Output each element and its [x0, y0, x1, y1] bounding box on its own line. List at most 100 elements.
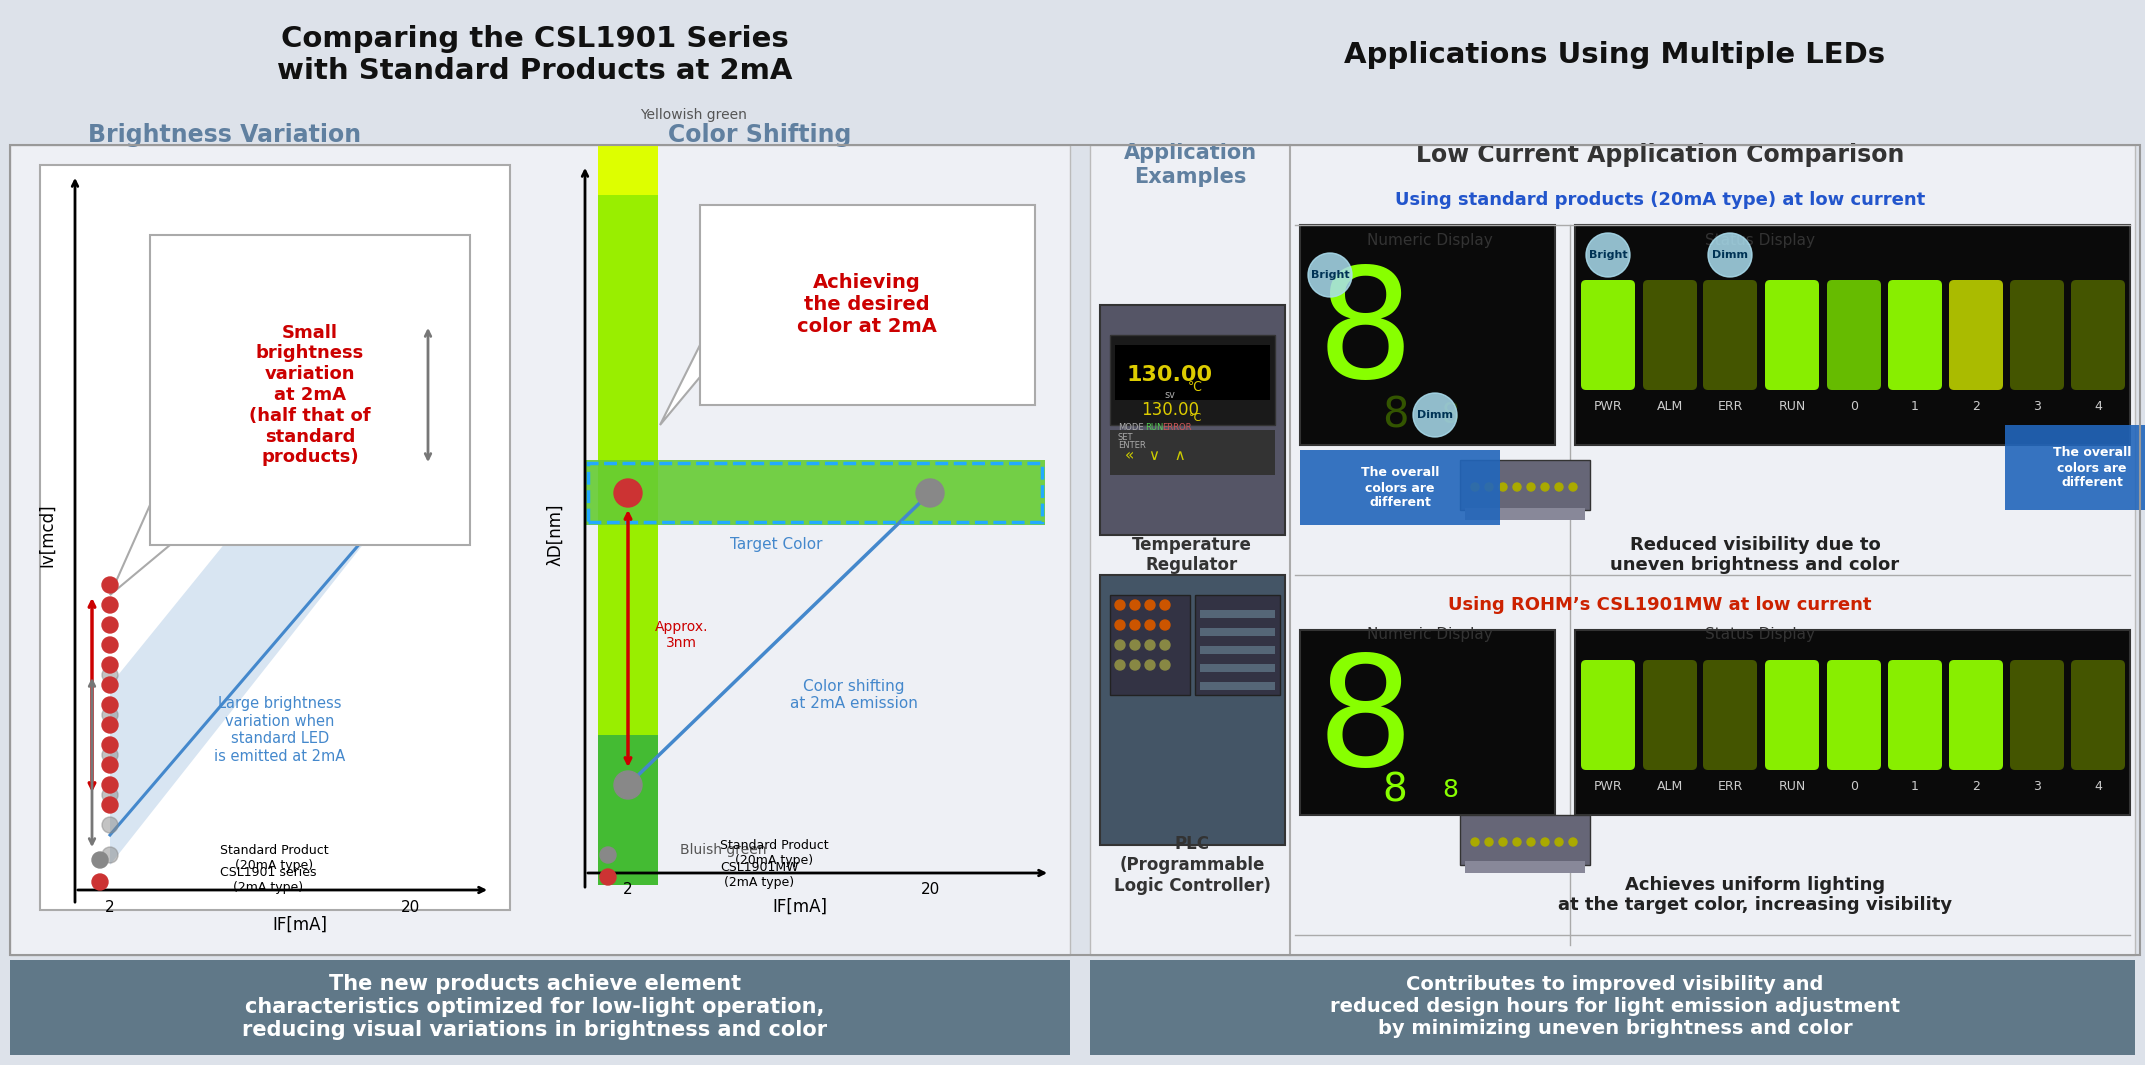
Text: ALM: ALM	[1656, 400, 1684, 413]
Bar	[2006, 425, 2145, 510]
Bar	[1195, 595, 1281, 695]
Text: Bright: Bright	[1589, 250, 1628, 260]
Bar	[11, 145, 1070, 955]
Circle shape	[1471, 484, 1480, 491]
FancyBboxPatch shape	[1950, 660, 2003, 770]
Text: 1: 1	[1911, 400, 1920, 413]
Circle shape	[399, 314, 420, 335]
Circle shape	[1115, 660, 1124, 670]
Circle shape	[1499, 838, 1508, 846]
Circle shape	[1130, 620, 1139, 630]
FancyBboxPatch shape	[1765, 660, 1819, 770]
Text: 4: 4	[2094, 781, 2102, 793]
Text: Status Display: Status Display	[1705, 232, 1815, 247]
Circle shape	[1484, 484, 1493, 491]
Text: Target Color: Target Color	[729, 538, 822, 553]
Bar	[598, 145, 659, 885]
Circle shape	[613, 479, 641, 507]
Circle shape	[103, 697, 118, 712]
Text: ERROR: ERROR	[1163, 423, 1190, 431]
Circle shape	[916, 479, 944, 507]
Text: 20: 20	[920, 883, 940, 898]
Circle shape	[613, 771, 641, 799]
Circle shape	[103, 637, 118, 653]
Text: Bright: Bright	[1311, 271, 1349, 280]
Circle shape	[92, 874, 107, 890]
FancyBboxPatch shape	[2010, 660, 2063, 770]
FancyBboxPatch shape	[1581, 280, 1634, 390]
Circle shape	[1130, 660, 1139, 670]
Bar	[11, 145, 2141, 955]
Text: Brightness Variation: Brightness Variation	[88, 122, 363, 147]
Bar	[588, 463, 1042, 522]
Text: MODE: MODE	[1118, 423, 1143, 431]
FancyBboxPatch shape	[2072, 280, 2126, 390]
FancyBboxPatch shape	[1703, 280, 1757, 390]
Text: RUN: RUN	[1778, 400, 1806, 413]
Text: The overall
colors are
different: The overall colors are different	[2053, 446, 2132, 490]
Circle shape	[1555, 484, 1564, 491]
Circle shape	[1484, 838, 1493, 846]
Text: IF[mA]: IF[mA]	[272, 916, 328, 934]
Bar	[1090, 960, 2134, 1055]
Circle shape	[1115, 600, 1124, 610]
Text: Temperature
Regulator: Temperature Regulator	[1133, 536, 1253, 574]
Bar	[1199, 646, 1274, 654]
Text: Low Current Application Comparison: Low Current Application Comparison	[1416, 143, 1905, 167]
Bar	[1465, 861, 1585, 873]
Circle shape	[1471, 838, 1480, 846]
Text: Using standard products (20mA type) at low current: Using standard products (20mA type) at l…	[1394, 191, 1924, 209]
Circle shape	[92, 852, 107, 868]
Circle shape	[1160, 640, 1169, 650]
Bar	[1461, 815, 1589, 865]
FancyBboxPatch shape	[1643, 660, 1697, 770]
Text: 2: 2	[624, 883, 633, 898]
Text: 3: 3	[2033, 400, 2040, 413]
Circle shape	[1414, 393, 1456, 437]
Bar	[41, 165, 511, 910]
Bar	[1199, 628, 1274, 636]
Text: ERR: ERR	[1718, 781, 1742, 793]
Bar	[1109, 595, 1190, 695]
Text: 130.00: 130.00	[1126, 365, 1214, 386]
Circle shape	[103, 577, 118, 593]
Bar	[1300, 630, 1555, 815]
Text: Achieves uniform lighting
at the target color, increasing visibility: Achieves uniform lighting at the target …	[1557, 875, 1952, 915]
Circle shape	[103, 777, 118, 793]
Text: 0: 0	[1849, 400, 1858, 413]
Text: ℃: ℃	[1188, 380, 1201, 393]
Circle shape	[103, 677, 118, 693]
Text: The new products achieve element
characteristics optimized for low-light operati: The new products achieve element charact…	[242, 973, 828, 1041]
Bar	[699, 204, 1036, 405]
Text: Comparing the CSL1901 Series
with Standard Products at 2mA: Comparing the CSL1901 Series with Standa…	[277, 24, 794, 85]
Text: sv: sv	[1165, 390, 1175, 400]
Text: 8: 8	[1317, 649, 1414, 798]
Text: The overall
colors are
different: The overall colors are different	[1360, 466, 1439, 509]
Bar	[598, 145, 659, 195]
Text: CSL1901 series
(2mA type): CSL1901 series (2mA type)	[221, 866, 317, 894]
Circle shape	[103, 717, 118, 733]
Circle shape	[103, 847, 118, 863]
FancyBboxPatch shape	[1828, 280, 1881, 390]
Polygon shape	[109, 505, 169, 595]
Bar	[598, 735, 659, 885]
Circle shape	[1527, 838, 1536, 846]
Bar	[1465, 508, 1585, 520]
Circle shape	[1707, 233, 1752, 277]
FancyBboxPatch shape	[1643, 280, 1697, 390]
Circle shape	[1115, 620, 1124, 630]
FancyBboxPatch shape	[1888, 280, 1941, 390]
Text: Standard Product
(20mA type): Standard Product (20mA type)	[221, 843, 328, 872]
Bar	[1115, 345, 1270, 400]
Bar	[1090, 145, 2134, 955]
Text: CSL1901MW
(2mA type): CSL1901MW (2mA type)	[721, 861, 798, 889]
Text: PWR: PWR	[1594, 400, 1622, 413]
Text: 8: 8	[1384, 771, 1407, 809]
Circle shape	[1512, 484, 1521, 491]
Bar	[1300, 450, 1499, 525]
Circle shape	[103, 667, 118, 683]
Bar	[1574, 630, 2130, 815]
Text: 2: 2	[1971, 781, 1980, 793]
Text: Application
Examples: Application Examples	[1124, 144, 1257, 186]
Text: Applications Using Multiple LEDs: Applications Using Multiple LEDs	[1345, 40, 1885, 69]
